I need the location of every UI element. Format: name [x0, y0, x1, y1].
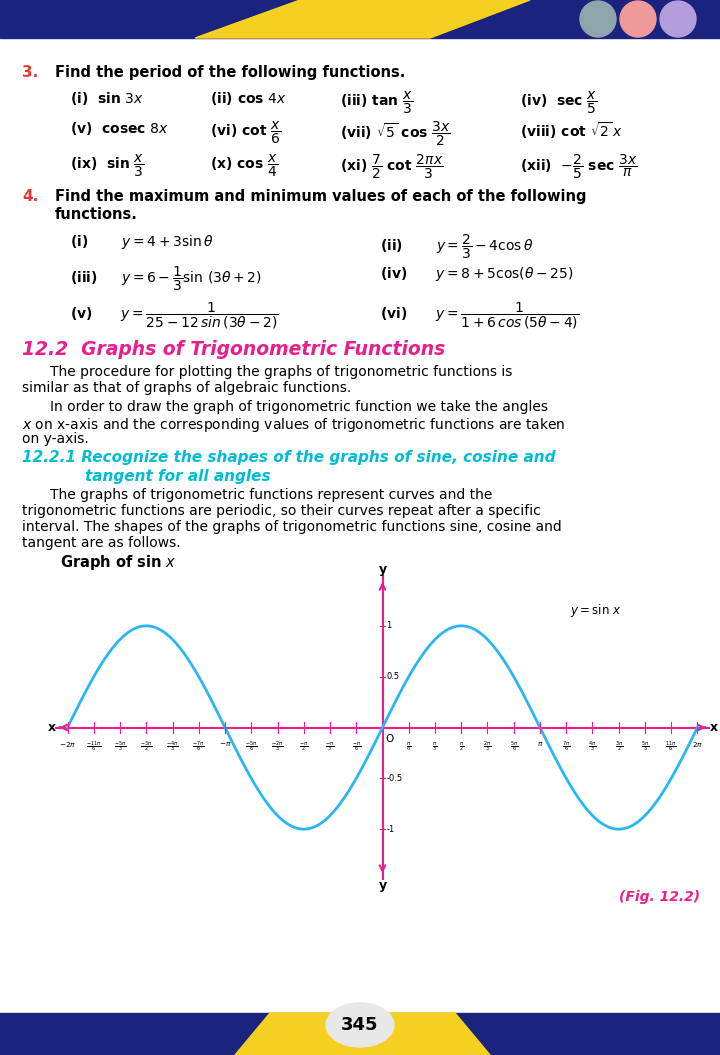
- Text: 3.: 3.: [22, 65, 38, 80]
- Text: Find the maximum and minimum values of each of the following: Find the maximum and minimum values of e…: [55, 189, 587, 204]
- Text: -1: -1: [387, 825, 395, 833]
- Text: $\frac{5\pi}{3}$: $\frac{5\pi}{3}$: [641, 740, 649, 754]
- Text: (x) cos $\dfrac{x}{4}$: (x) cos $\dfrac{x}{4}$: [210, 153, 278, 179]
- Text: $\frac{-2\pi}{3}$: $\frac{-2\pi}{3}$: [271, 740, 284, 754]
- Circle shape: [620, 1, 656, 37]
- Text: 345: 345: [341, 1016, 379, 1034]
- Text: (xi) $\dfrac{7}{2}$ cot $\dfrac{2\pi x}{3}$: (xi) $\dfrac{7}{2}$ cot $\dfrac{2\pi x}{…: [340, 153, 444, 181]
- Text: x: x: [48, 721, 55, 734]
- Text: $x$ on x-axis and the corresponding values of trigonometric functions are taken: $x$ on x-axis and the corresponding valu…: [22, 416, 565, 434]
- Text: (ii) cos $4x$: (ii) cos $4x$: [210, 90, 287, 107]
- Text: tangent are as follows.: tangent are as follows.: [22, 536, 181, 550]
- Text: $\frac{5\pi}{6}$: $\frac{5\pi}{6}$: [510, 740, 518, 754]
- Text: (iii)     $y = 6 - \dfrac{1}{3}\sin\,(3\theta + 2)$: (iii) $y = 6 - \dfrac{1}{3}\sin\,(3\thet…: [70, 265, 262, 293]
- Text: (viii) cot $\sqrt{2}\,x$: (viii) cot $\sqrt{2}\,x$: [520, 120, 623, 140]
- Ellipse shape: [326, 1003, 394, 1047]
- Circle shape: [580, 1, 616, 37]
- Text: functions.: functions.: [55, 207, 138, 222]
- Text: (vi)      $y = \dfrac{1}{1+6\,\mathit{cos}\,(5\theta-4)}$: (vi) $y = \dfrac{1}{1+6\,\mathit{cos}\,(…: [380, 301, 580, 331]
- Text: (v)      $y = \dfrac{1}{25-12\,\mathit{sin}\,(3\theta-2)}$: (v) $y = \dfrac{1}{25-12\,\mathit{sin}\,…: [70, 301, 279, 331]
- Text: 12.2.1 Recognize the shapes of the graphs of sine, cosine and: 12.2.1 Recognize the shapes of the graph…: [22, 450, 556, 465]
- Text: Graph of sin $x$: Graph of sin $x$: [60, 553, 176, 572]
- Text: (ix)  sin $\dfrac{x}{3}$: (ix) sin $\dfrac{x}{3}$: [70, 153, 145, 179]
- Polygon shape: [235, 1013, 490, 1055]
- Text: (iii) tan $\dfrac{x}{3}$: (iii) tan $\dfrac{x}{3}$: [340, 90, 413, 116]
- Text: interval. The shapes of the graphs of trigonometric functions sine, cosine and: interval. The shapes of the graphs of tr…: [22, 520, 562, 534]
- Text: x: x: [709, 721, 718, 734]
- Text: $\frac{2\pi}{3}$: $\frac{2\pi}{3}$: [483, 740, 492, 754]
- Text: $\frac{-\pi}{6}$: $\frac{-\pi}{6}$: [351, 740, 361, 752]
- Text: (Fig. 12.2): (Fig. 12.2): [619, 890, 700, 904]
- Text: (vi) cot $\dfrac{x}{6}$: (vi) cot $\dfrac{x}{6}$: [210, 120, 282, 147]
- Text: In order to draw the graph of trigonometric function we take the angles: In order to draw the graph of trigonomet…: [50, 400, 548, 414]
- Text: on y-axis.: on y-axis.: [22, 431, 89, 446]
- Text: O: O: [385, 733, 394, 744]
- Text: 4.: 4.: [22, 189, 38, 204]
- Text: trigonometric functions are periodic, so their curves repeat after a specific: trigonometric functions are periodic, so…: [22, 504, 541, 518]
- Text: (xii)  $-\dfrac{2}{5}$ sec $\dfrac{3x}{\pi}$: (xii) $-\dfrac{2}{5}$ sec $\dfrac{3x}{\p…: [520, 153, 638, 181]
- Polygon shape: [195, 0, 530, 38]
- Text: 0.5: 0.5: [387, 672, 400, 682]
- Text: $\frac{-3\pi}{2}$: $\frac{-3\pi}{2}$: [140, 740, 153, 754]
- Text: $\frac{3\pi}{2}$: $\frac{3\pi}{2}$: [615, 740, 623, 754]
- Text: -0.5: -0.5: [387, 773, 402, 783]
- Bar: [0, 1013, 720, 1055]
- Text: 1: 1: [387, 621, 392, 630]
- Text: y: y: [379, 563, 387, 576]
- Text: $\frac{-7\pi}{6}$: $\frac{-7\pi}{6}$: [192, 740, 205, 754]
- Text: $-\pi$: $-\pi$: [219, 740, 231, 748]
- Bar: [0, 0, 720, 38]
- Text: (ii)       $y = \dfrac{2}{3} - 4\cos\theta$: (ii) $y = \dfrac{2}{3} - 4\cos\theta$: [380, 233, 534, 262]
- Text: $\frac{-5\pi}{3}$: $\frac{-5\pi}{3}$: [114, 740, 126, 754]
- Text: y: y: [379, 879, 387, 891]
- Text: The graphs of trigonometric functions represent curves and the: The graphs of trigonometric functions re…: [50, 488, 492, 502]
- Text: $\frac{\pi}{3}$: $\frac{\pi}{3}$: [433, 740, 438, 752]
- Text: similar as that of graphs of algebraic functions.: similar as that of graphs of algebraic f…: [22, 381, 351, 395]
- Text: The procedure for plotting the graphs of trigonometric functions is: The procedure for plotting the graphs of…: [50, 365, 513, 379]
- Text: $\pi$: $\pi$: [536, 740, 543, 748]
- Text: (vii) $\sqrt{5}$ cos $\dfrac{3x}{2}$: (vii) $\sqrt{5}$ cos $\dfrac{3x}{2}$: [340, 120, 451, 149]
- Text: $\frac{-\pi}{2}$: $\frac{-\pi}{2}$: [299, 740, 308, 752]
- Text: $2\pi$: $2\pi$: [692, 740, 703, 749]
- Text: (iv)      $y = 8 + 5\cos(\theta - 25)$: (iv) $y = 8 + 5\cos(\theta - 25)$: [380, 265, 574, 283]
- Text: (v)  cosec $8x$: (v) cosec $8x$: [70, 120, 169, 137]
- Text: $\frac{-4\pi}{3}$: $\frac{-4\pi}{3}$: [166, 740, 179, 754]
- Text: $\frac{4\pi}{3}$: $\frac{4\pi}{3}$: [588, 740, 597, 754]
- Text: tangent for all angles: tangent for all angles: [85, 469, 271, 484]
- Text: $\frac{\pi}{2}$: $\frac{\pi}{2}$: [459, 740, 464, 752]
- Text: Find the period of the following functions.: Find the period of the following functio…: [55, 65, 405, 80]
- Text: $y = \sin\,x$: $y = \sin\,x$: [570, 602, 621, 619]
- Text: $-2\pi$: $-2\pi$: [59, 740, 76, 749]
- Text: $\frac{-5\pi}{6}$: $\frac{-5\pi}{6}$: [245, 740, 258, 754]
- Text: (i)  sin $3x$: (i) sin $3x$: [70, 90, 144, 107]
- Text: $\frac{-\pi}{3}$: $\frac{-\pi}{3}$: [325, 740, 335, 752]
- Text: $\frac{\pi}{6}$: $\frac{\pi}{6}$: [406, 740, 411, 752]
- Text: $\frac{-11\pi}{6}$: $\frac{-11\pi}{6}$: [86, 740, 102, 754]
- Circle shape: [660, 1, 696, 37]
- Text: (iv)  sec $\dfrac{x}{5}$: (iv) sec $\dfrac{x}{5}$: [520, 90, 598, 116]
- Text: $\frac{7\pi}{6}$: $\frac{7\pi}{6}$: [562, 740, 570, 754]
- Text: (i)       $y = 4 + 3\sin\theta$: (i) $y = 4 + 3\sin\theta$: [70, 233, 214, 251]
- Text: 12.2  Graphs of Trigonometric Functions: 12.2 Graphs of Trigonometric Functions: [22, 340, 445, 359]
- Text: $\frac{11\pi}{6}$: $\frac{11\pi}{6}$: [665, 740, 677, 754]
